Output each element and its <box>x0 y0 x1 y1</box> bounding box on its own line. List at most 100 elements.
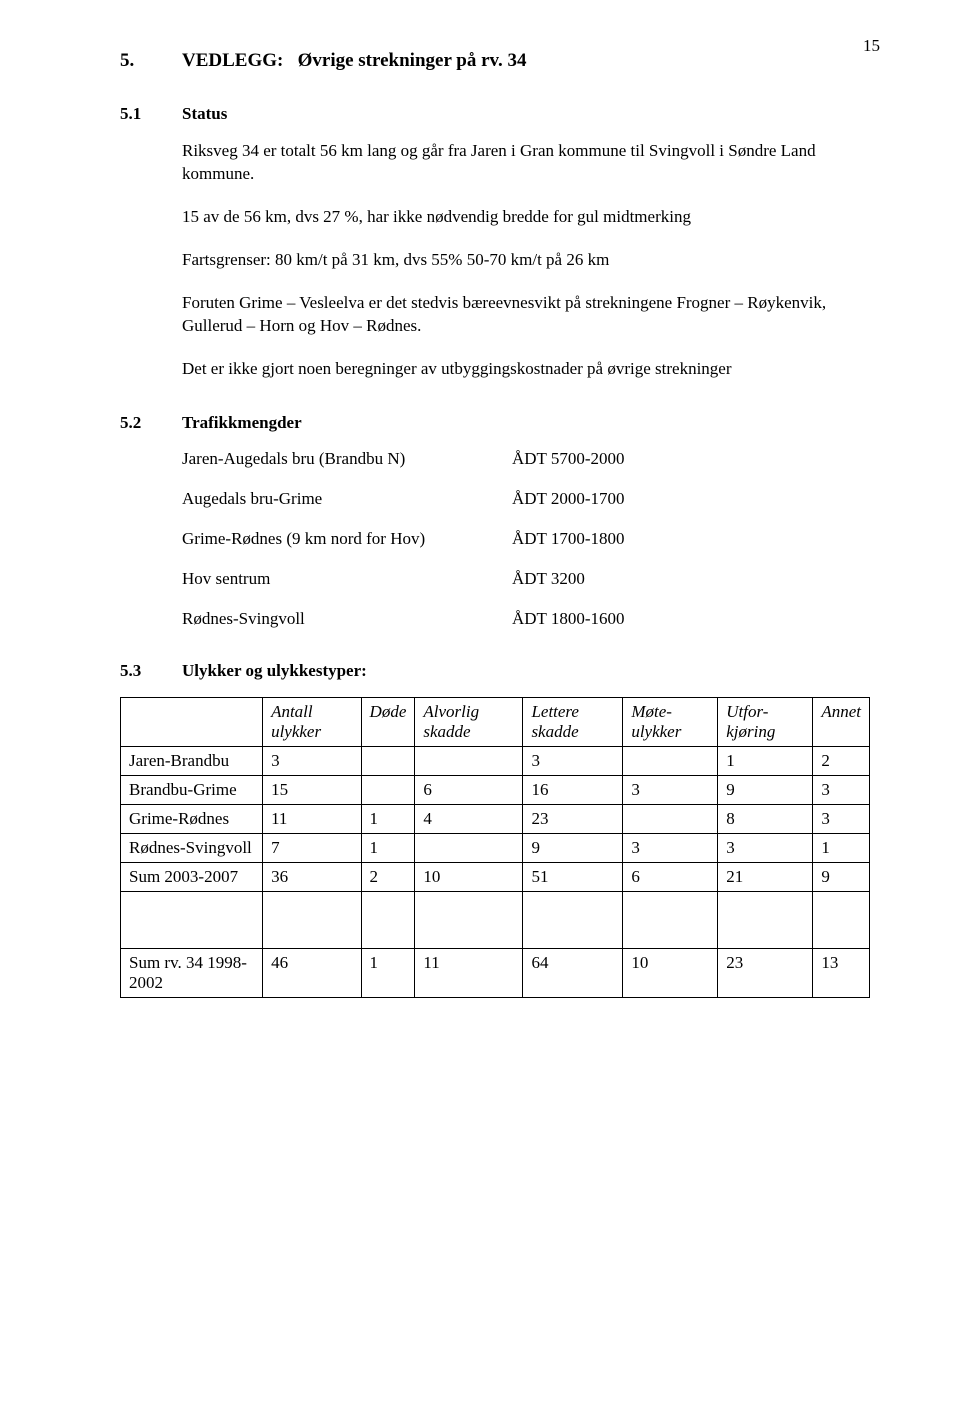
heading-5-3-title: Ulykker og ulykkestyper: <box>182 661 367 681</box>
cell: 1 <box>361 804 415 833</box>
para-5-1-4: Foruten Grime – Vesleelva er det stedvis… <box>182 292 870 338</box>
cell: 64 <box>523 948 623 997</box>
cell: 2 <box>361 862 415 891</box>
cell: 3 <box>718 833 813 862</box>
cell: 9 <box>718 775 813 804</box>
cell: 3 <box>623 833 718 862</box>
cell: 3 <box>813 804 870 833</box>
cell: 3 <box>813 775 870 804</box>
traffic-row: Grime-Rødnes (9 km nord for Hov) ÅDT 170… <box>182 529 870 549</box>
cell: 21 <box>718 862 813 891</box>
traffic-label: Hov sentrum <box>182 569 512 589</box>
cell: 23 <box>523 804 623 833</box>
heading-5-3-number: 5.3 <box>120 661 182 681</box>
traffic-row: Rødnes-Svingvoll ÅDT 1800-1600 <box>182 609 870 629</box>
table-row: Jaren-Brandbu 3 3 1 2 <box>121 746 870 775</box>
cell: 1 <box>361 833 415 862</box>
cell: 11 <box>415 948 523 997</box>
heading-1-title: VEDLEGG: Øvrige strekninger på rv. 34 <box>182 50 526 72</box>
col-antall: Antall ulykker <box>263 697 361 746</box>
cell: Sum rv. 34 1998-2002 <box>121 948 263 997</box>
cell: 6 <box>415 775 523 804</box>
cell: Rødnes-Svingvoll <box>121 833 263 862</box>
section-5-1-body: Riksveg 34 er totalt 56 km lang og går f… <box>182 140 870 381</box>
traffic-row: Hov sentrum ÅDT 3200 <box>182 569 870 589</box>
para-5-1-2: 15 av de 56 km, dvs 27 %, har ikke nødve… <box>182 206 870 229</box>
heading-5-1-title: Status <box>182 104 227 124</box>
heading-1: 5. VEDLEGG: Øvrige strekninger på rv. 34 <box>120 50 870 72</box>
traffic-label: Augedals bru-Grime <box>182 489 512 509</box>
traffic-value: ÅDT 2000-1700 <box>512 489 625 509</box>
para-5-1-3: Fartsgrenser: 80 km/t på 31 km, dvs 55% … <box>182 249 870 272</box>
cell: Jaren-Brandbu <box>121 746 263 775</box>
table-row: Sum 2003-2007 36 2 10 51 6 21 9 <box>121 862 870 891</box>
cell: 8 <box>718 804 813 833</box>
cell: 10 <box>623 948 718 997</box>
heading-5-1-number: 5.1 <box>120 104 182 124</box>
heading-1-main: Øvrige strekninger på rv. 34 <box>298 50 527 71</box>
cell: 6 <box>623 862 718 891</box>
cell: 16 <box>523 775 623 804</box>
cell: Brandbu-Grime <box>121 775 263 804</box>
cell: Grime-Rødnes <box>121 804 263 833</box>
cell: 23 <box>718 948 813 997</box>
traffic-value: ÅDT 1800-1600 <box>512 609 625 629</box>
col-mote: Møte-ulykker <box>623 697 718 746</box>
accidents-table: Antall ulykker Døde Alvorlig skadde Lett… <box>120 697 870 998</box>
cell: 3 <box>623 775 718 804</box>
cell: 3 <box>263 746 361 775</box>
traffic-value: ÅDT 1700-1800 <box>512 529 625 549</box>
traffic-label: Grime-Rødnes (9 km nord for Hov) <box>182 529 512 549</box>
cell: 1 <box>361 948 415 997</box>
heading-5-1: 5.1 Status <box>120 104 870 124</box>
heading-5-2-number: 5.2 <box>120 413 182 433</box>
cell <box>415 746 523 775</box>
para-5-1-5: Det er ikke gjort noen beregninger av ut… <box>182 358 870 381</box>
table-row: Rødnes-Svingvoll 7 1 9 3 3 1 <box>121 833 870 862</box>
heading-1-prefix: VEDLEGG: <box>182 50 283 71</box>
cell: 4 <box>415 804 523 833</box>
cell: 51 <box>523 862 623 891</box>
cell: Sum 2003-2007 <box>121 862 263 891</box>
para-5-1-1: Riksveg 34 er totalt 56 km lang og går f… <box>182 140 870 186</box>
page: 15 5. VEDLEGG: Øvrige strekninger på rv.… <box>0 0 960 1422</box>
traffic-label: Jaren-Augedals bru (Brandbu N) <box>182 449 512 469</box>
heading-5-2-title: Trafikkmengder <box>182 413 302 433</box>
traffic-value: ÅDT 5700-2000 <box>512 449 625 469</box>
cell <box>623 746 718 775</box>
traffic-label: Rødnes-Svingvoll <box>182 609 512 629</box>
table-header-row: Antall ulykker Døde Alvorlig skadde Lett… <box>121 697 870 746</box>
col-lettere: Lettere skadde <box>523 697 623 746</box>
cell: 36 <box>263 862 361 891</box>
col-dode: Døde <box>361 697 415 746</box>
cell: 9 <box>813 862 870 891</box>
cell: 3 <box>523 746 623 775</box>
cell: 1 <box>718 746 813 775</box>
cell <box>361 746 415 775</box>
cell: 15 <box>263 775 361 804</box>
cell: 2 <box>813 746 870 775</box>
heading-5-3: 5.3 Ulykker og ulykkestyper: <box>120 661 870 681</box>
page-number: 15 <box>863 36 880 56</box>
col-annet: Annet <box>813 697 870 746</box>
cell <box>623 804 718 833</box>
col-blank <box>121 697 263 746</box>
table-row: Brandbu-Grime 15 6 16 3 9 3 <box>121 775 870 804</box>
col-utfor: Utfor-kjøring <box>718 697 813 746</box>
traffic-row: Jaren-Augedals bru (Brandbu N) ÅDT 5700-… <box>182 449 870 469</box>
cell: 10 <box>415 862 523 891</box>
cell <box>415 833 523 862</box>
cell: 7 <box>263 833 361 862</box>
traffic-list: Jaren-Augedals bru (Brandbu N) ÅDT 5700-… <box>182 449 870 629</box>
traffic-row: Augedals bru-Grime ÅDT 2000-1700 <box>182 489 870 509</box>
cell: 11 <box>263 804 361 833</box>
cell: 9 <box>523 833 623 862</box>
cell: 1 <box>813 833 870 862</box>
col-alvorlig: Alvorlig skadde <box>415 697 523 746</box>
traffic-value: ÅDT 3200 <box>512 569 585 589</box>
heading-5-2: 5.2 Trafikkmengder <box>120 413 870 433</box>
cell: 13 <box>813 948 870 997</box>
table-spacer-row <box>121 891 870 948</box>
cell <box>361 775 415 804</box>
heading-1-number: 5. <box>120 50 182 72</box>
